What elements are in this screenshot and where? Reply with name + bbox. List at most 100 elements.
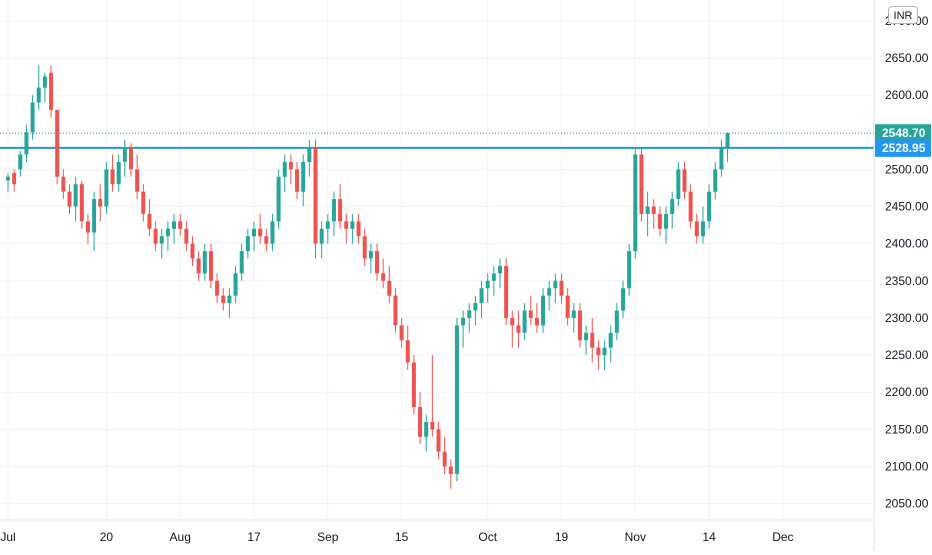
candle[interactable]: [110, 154, 115, 192]
candle[interactable]: [694, 213, 699, 244]
candle[interactable]: [104, 161, 109, 214]
candle[interactable]: [565, 288, 570, 326]
candle[interactable]: [116, 154, 121, 192]
candle[interactable]: [215, 273, 220, 304]
candle[interactable]: [651, 199, 656, 229]
candle[interactable]: [577, 303, 582, 348]
candle[interactable]: [172, 213, 177, 244]
candle[interactable]: [688, 184, 693, 229]
candle[interactable]: [159, 228, 164, 259]
candle[interactable]: [498, 258, 502, 289]
candle[interactable]: [184, 221, 189, 252]
candle[interactable]: [196, 251, 201, 281]
candle[interactable]: [454, 317, 459, 482]
candle[interactable]: [356, 213, 361, 244]
candle[interactable]: [713, 161, 718, 200]
candle[interactable]: [338, 184, 343, 229]
candle[interactable]: [381, 258, 386, 289]
candle[interactable]: [700, 206, 705, 244]
candle[interactable]: [6, 173, 10, 192]
candle[interactable]: [313, 139, 318, 259]
candle[interactable]: [319, 221, 324, 259]
candle[interactable]: [288, 154, 293, 185]
candle[interactable]: [645, 191, 650, 237]
candle[interactable]: [61, 169, 66, 200]
candle[interactable]: [639, 147, 644, 222]
candle[interactable]: [676, 161, 681, 207]
candle[interactable]: [147, 199, 152, 237]
candle[interactable]: [282, 154, 287, 192]
candle[interactable]: [436, 421, 441, 460]
candle[interactable]: [547, 280, 552, 311]
candle[interactable]: [442, 436, 447, 474]
candle[interactable]: [387, 265, 392, 304]
candle[interactable]: [49, 65, 54, 118]
candle[interactable]: [633, 147, 638, 259]
candle[interactable]: [331, 191, 336, 237]
candle[interactable]: [276, 169, 281, 229]
candle[interactable]: [325, 213, 330, 244]
candle[interactable]: [528, 295, 533, 326]
candle[interactable]: [584, 325, 589, 356]
candle[interactable]: [18, 150, 23, 177]
candle[interactable]: [129, 143, 133, 177]
candle[interactable]: [405, 325, 410, 370]
candle[interactable]: [239, 243, 244, 281]
candle[interactable]: [141, 184, 146, 222]
candle[interactable]: [430, 355, 435, 437]
candle[interactable]: [664, 206, 669, 244]
candle[interactable]: [411, 355, 416, 415]
candle[interactable]: [73, 176, 78, 222]
candle[interactable]: [682, 161, 687, 200]
candle[interactable]: [85, 213, 90, 244]
candle[interactable]: [233, 265, 238, 304]
candle[interactable]: [448, 459, 453, 489]
candle[interactable]: [221, 288, 226, 311]
currency-badge[interactable]: INR: [888, 6, 918, 24]
candle[interactable]: [602, 340, 607, 370]
candle[interactable]: [534, 303, 539, 333]
candle[interactable]: [418, 392, 423, 445]
candle[interactable]: [208, 243, 213, 289]
candle[interactable]: [461, 310, 466, 348]
candle[interactable]: [178, 213, 183, 237]
candle[interactable]: [36, 65, 41, 110]
candle[interactable]: [12, 169, 17, 192]
candle[interactable]: [307, 139, 312, 177]
candles[interactable]: [6, 65, 730, 489]
candle[interactable]: [368, 243, 373, 274]
candle[interactable]: [79, 180, 84, 229]
candle[interactable]: [707, 184, 712, 229]
candle[interactable]: [553, 273, 558, 304]
candle[interactable]: [30, 95, 35, 140]
candle[interactable]: [350, 213, 355, 244]
candle[interactable]: [42, 72, 47, 103]
candle[interactable]: [295, 161, 300, 200]
candle[interactable]: [252, 221, 256, 252]
candle[interactable]: [67, 184, 72, 214]
candle[interactable]: [264, 228, 269, 252]
candle[interactable]: [399, 317, 404, 348]
candle[interactable]: [479, 280, 484, 318]
candle[interactable]: [590, 317, 595, 363]
candle[interactable]: [165, 221, 170, 252]
candle[interactable]: [485, 273, 490, 304]
candle[interactable]: [344, 213, 349, 244]
candle[interactable]: [375, 243, 379, 281]
candle[interactable]: [227, 288, 232, 318]
candle[interactable]: [393, 288, 398, 333]
candle[interactable]: [98, 184, 103, 222]
candle[interactable]: [258, 213, 263, 244]
candle[interactable]: [559, 273, 564, 304]
candle[interactable]: [491, 265, 496, 296]
candle[interactable]: [424, 414, 429, 452]
candle[interactable]: [55, 109, 60, 185]
candle[interactable]: [614, 303, 619, 341]
candle[interactable]: [657, 206, 662, 237]
candle[interactable]: [571, 303, 576, 333]
candle[interactable]: [504, 258, 509, 326]
candle[interactable]: [135, 154, 140, 200]
candle[interactable]: [270, 213, 275, 252]
